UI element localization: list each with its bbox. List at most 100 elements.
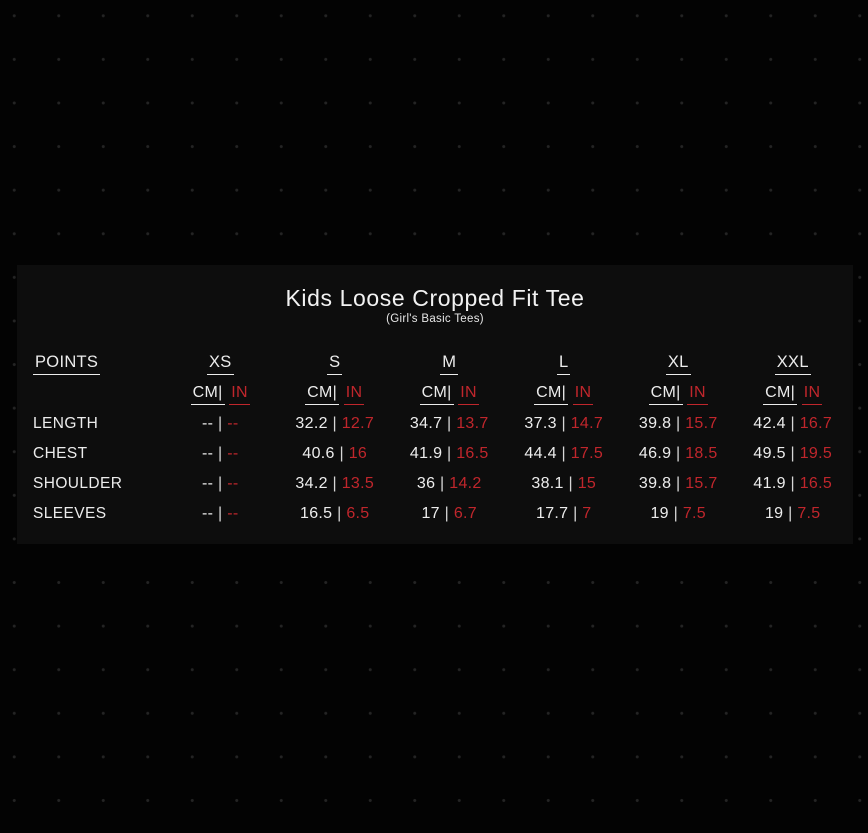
unit-cm-label: CM| — [305, 384, 340, 405]
measurement-cell: 17.7 | 7 — [507, 505, 622, 523]
value-in: 16 — [348, 445, 368, 462]
value-separator: | — [327, 415, 342, 432]
value-in: 15 — [577, 475, 597, 492]
value-in: 12.7 — [341, 415, 375, 432]
value-separator: | — [556, 415, 571, 432]
table-row: LENGTH -- | -- 32.2 | 12.7 34.7 | 13.7 37.3 … — [17, 409, 853, 439]
points-header: POINTS — [17, 353, 163, 375]
value-separator: | — [671, 475, 686, 492]
chart-title: Kids Loose Cropped Fit Tee — [285, 285, 585, 311]
value-separator: | — [213, 445, 228, 462]
unit-cm-label: CM| — [648, 384, 683, 405]
value-separator: | — [568, 505, 583, 522]
value-cm: 19 — [650, 505, 669, 522]
measurement-cell: 16.5 | 6.5 — [278, 505, 393, 523]
chart-subtitle: (Girl's Basic Tees) — [386, 313, 484, 325]
points-header-label: POINTS — [33, 353, 101, 375]
measurement-cell: -- | -- — [163, 505, 278, 523]
value-in: -- — [227, 415, 239, 432]
value-cm: 32.2 — [295, 415, 328, 432]
unit-header: CM| IN — [507, 384, 622, 405]
value-cm: -- — [202, 445, 214, 462]
value-separator: | — [439, 505, 454, 522]
measurement-cell: 41.9 | 16.5 — [392, 445, 507, 463]
value-separator: | — [785, 475, 800, 492]
value-separator: | — [213, 415, 228, 432]
unit-in-label: IN — [343, 384, 365, 405]
value-separator: | — [783, 505, 798, 522]
value-in: 13.5 — [341, 475, 375, 492]
value-in: 15.7 — [685, 415, 718, 432]
size-column-header-label: XXL — [774, 353, 811, 375]
table-row: CHEST -- | -- 40.6 | 16 41.9 | 16.5 44.4 | 1… — [17, 439, 853, 469]
unit-in-label: IN — [229, 384, 250, 405]
value-in: 16.7 — [799, 415, 833, 432]
row-label: CHEST — [33, 445, 88, 462]
value-in: 14.7 — [570, 415, 604, 432]
value-in: 18.5 — [685, 445, 718, 462]
value-separator: | — [785, 415, 800, 432]
value-separator: | — [671, 415, 686, 432]
value-in: 16.5 — [799, 475, 833, 492]
value-separator: | — [442, 445, 457, 462]
value-cm: 39.8 — [638, 415, 672, 432]
size-column-header-label: S — [327, 353, 343, 375]
measurement-cell: 36 | 14.2 — [392, 475, 507, 493]
unit-header: CM| IN — [392, 384, 507, 405]
measurement-cell: -- | -- — [163, 445, 278, 463]
measurement-cell: 42.4 | 16.7 — [736, 415, 851, 433]
value-in: 6.7 — [453, 505, 477, 522]
measurement-cell: 41.9 | 16.5 — [736, 475, 851, 493]
value-cm: 38.1 — [531, 475, 564, 492]
unit-cm-label: CM| — [190, 384, 225, 405]
value-in: 7 — [582, 505, 592, 522]
measurement-cell: -- | -- — [163, 475, 278, 493]
value-in: -- — [227, 445, 239, 462]
value-separator: | — [785, 445, 800, 462]
value-in: 6.5 — [346, 505, 370, 522]
value-in: 15.7 — [685, 475, 718, 492]
value-in: 7.5 — [682, 505, 706, 522]
table-row: SHOULDER -- | -- 34.2 | 13.5 36 | 14.2 38.1 … — [17, 469, 853, 499]
row-label: SLEEVES — [33, 505, 107, 522]
value-in: 7.5 — [797, 505, 821, 522]
measurement-cell: 19 | 7.5 — [621, 505, 736, 523]
value-cm: 44.4 — [524, 445, 557, 462]
table-body: LENGTH -- | -- 32.2 | 12.7 34.7 | 13.7 37.3 … — [17, 409, 853, 529]
size-column-header-label: XL — [665, 353, 691, 375]
value-in: 17.5 — [570, 445, 604, 462]
unit-header: CM| IN — [736, 384, 851, 405]
unit-header-row: CM| IN CM| IN CM| IN CM| IN CM| IN CM| IN — [17, 379, 853, 409]
value-separator: | — [213, 475, 228, 492]
value-cm: -- — [202, 415, 214, 432]
size-column-header-label: L — [557, 353, 571, 375]
value-cm: 17 — [421, 505, 440, 522]
value-separator: | — [334, 445, 349, 462]
measurement-cell: 39.8 | 15.7 — [621, 475, 736, 493]
value-in: 14.2 — [449, 475, 482, 492]
measurement-cell: 34.7 | 13.7 — [392, 415, 507, 433]
measurement-cell: 37.3 | 14.7 — [507, 415, 622, 433]
measurement-cell: 49.5 | 19.5 — [736, 445, 851, 463]
size-column-header-label: XS — [206, 353, 234, 375]
value-in: 19.5 — [799, 445, 833, 462]
measurement-cell: 34.2 | 13.5 — [278, 475, 393, 493]
measurement-cell: 32.2 | 12.7 — [278, 415, 393, 433]
measurement-cell: 44.4 | 17.5 — [507, 445, 622, 463]
value-separator: | — [327, 475, 342, 492]
value-in: 16.5 — [456, 445, 489, 462]
size-header-row: POINTS XS S M L XL XXL — [17, 349, 853, 379]
size-column-header: XXL — [736, 353, 851, 375]
value-cm: 41.9 — [753, 475, 786, 492]
unit-header: CM| IN — [163, 384, 278, 405]
value-cm: 41.9 — [409, 445, 443, 462]
value-in: -- — [227, 475, 239, 492]
row-label: SHOULDER — [33, 475, 123, 492]
value-in: -- — [227, 505, 239, 522]
value-cm: 40.6 — [302, 445, 335, 462]
size-column-header: XS — [163, 353, 278, 375]
size-chart-panel: Kids Loose Cropped Fit Tee (Girl's Basic… — [17, 265, 853, 544]
value-cm: 16.5 — [300, 505, 333, 522]
size-column-header: XL — [621, 353, 736, 375]
unit-in-label: IN — [801, 384, 823, 405]
